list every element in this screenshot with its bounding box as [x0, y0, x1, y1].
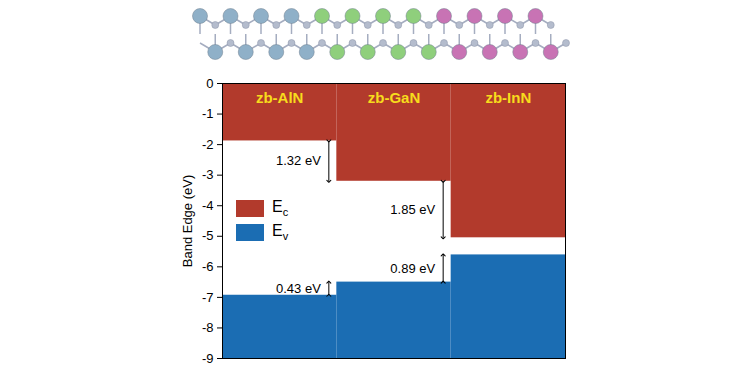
html-text:Ec: Ec: [272, 197, 289, 219]
svg-text:-5: -5: [202, 228, 214, 243]
svg-text:-9: -9: [202, 351, 214, 366]
svg-text:-3: -3: [202, 167, 214, 182]
svg-text:-2: -2: [202, 137, 214, 152]
svg-text:0.43 eV: 0.43 eV: [276, 281, 321, 296]
svg-text:Band Edge (eV): Band Edge (eV): [180, 175, 195, 268]
svg-text:-4: -4: [202, 198, 214, 213]
svg-text:1.32 eV: 1.32 eV: [276, 153, 321, 168]
svg-text:0: 0: [206, 76, 213, 91]
html-text:Ev: Ev: [272, 221, 289, 243]
svg-text:zb-InN: zb-InN: [485, 89, 531, 106]
svg-text:zb-AlN: zb-AlN: [256, 89, 304, 106]
svg-text:-8: -8: [202, 320, 214, 335]
svg-text:1.85 eV: 1.85 eV: [390, 202, 435, 217]
svg-text:-1: -1: [202, 106, 214, 121]
svg-text:-6: -6: [202, 259, 214, 274]
svg-text:zb-GaN: zb-GaN: [368, 89, 421, 106]
svg-text:0.89 eV: 0.89 eV: [390, 261, 435, 276]
svg-text:-7: -7: [202, 290, 214, 305]
